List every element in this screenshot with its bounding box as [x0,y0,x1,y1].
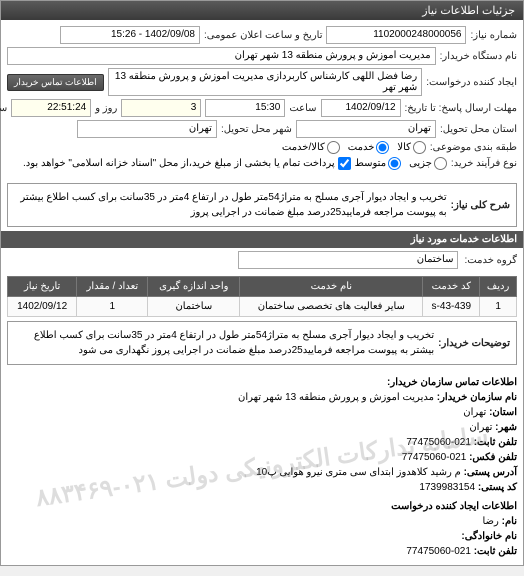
service-section-header: اطلاعات خدمات مورد نیاز [1,231,523,248]
window-title: جزئیات اطلاعات نیاز [422,4,515,17]
description-box: شرح کلی نیاز: تخریب و ایجاد دیوار آجری م… [7,183,517,227]
category-label: طبقه بندی موضوعی: [430,142,517,153]
creator-name-label: نام: [502,516,517,527]
contact-address-value: م رشید کلاهدوز ابتدای سی متری نیرو هوایی… [256,467,461,478]
process-type-label: نوع فرآیند خرید: [451,158,517,169]
contact-city-label: شهر: [495,422,517,433]
service-group-label: گروه خدمت: [464,255,517,266]
category-radio-service[interactable]: خدمت [348,141,390,154]
deadline-time-label: ساعت [289,103,316,114]
requester-field: رضا فضل اللهی کارشناس کاربردازی مدیریت ا… [108,68,423,96]
th-code: کد خدمت [423,277,480,297]
contact-fax-label: تلفن فکس: [469,452,517,463]
table-row: 1 s-43-439 سایر فعالیت های تخصصی ساختمان… [8,297,517,317]
contact-phone-line: تلفن ثابت: 021-77475060 [7,435,517,450]
contact-header: اطلاعات تماس سازمان خریدار: [7,375,517,390]
buyer-notes-label: توضیحات خریدار: [438,336,510,351]
category-radio-group: کالا خدمت کالا/خدمت [282,141,426,154]
payment-checkbox[interactable]: پرداخت تمام یا بخشی از مبلغ خرید،از محل … [23,157,351,170]
contact-fax-value: 021-77475060 [402,452,467,463]
request-number-field: 1102000248000056 [326,26,466,44]
table-header-row: ردیف کد خدمت نام خدمت واحد اندازه گیری ت… [8,277,517,297]
contact-postal-line: کد پستی: 1739983154 [7,480,517,495]
creator-phone-line: تلفن ثابت: 021-77475060 [7,544,517,559]
cell-row: 1 [480,297,517,317]
contact-address-label: آدرس پستی: [464,467,517,478]
creator-lastname-label: نام خانوادگی: [461,531,517,542]
deadline-time-field: 15:30 [205,99,285,117]
creator-header: اطلاعات ایجاد کننده درخواست [7,499,517,514]
request-number-label: شماره نیاز: [470,30,517,41]
contact-province-line: استان: تهران [7,405,517,420]
creator-phone-label: تلفن ثابت: [474,546,517,557]
deadline-label: مهلت ارسال پاسخ: تا تاریخ: [405,103,517,114]
contact-city-line: شهر: تهران [7,420,517,435]
process-radio-medium[interactable]: متوسط [355,157,401,170]
time-remaining-label: ساعت باقی مانده [0,103,7,114]
description-label: شرح کلی نیاز: [451,198,510,213]
contact-province-label: استان: [489,407,517,418]
days-label: روز و [95,103,117,114]
th-date: تاریخ نیاز [8,277,77,297]
contact-fax-line: تلفن فکس: 021-77475060 [7,450,517,465]
contact-city-value: تهران [469,422,492,433]
service-group-field: ساختمان [238,251,458,269]
delivery-city-field: تهران [77,120,217,138]
th-qty: تعداد / مقدار [77,277,148,297]
creator-name-value: رضا [482,516,498,527]
category-radio-both[interactable]: کالا/خدمت [282,141,340,154]
delivery-province-label: استان محل تحویل: [440,124,517,135]
contact-info-button[interactable]: اطلاعات تماس خریدار [7,74,104,91]
contact-address-line: آدرس پستی: م رشید کلاهدوز ابتدای سی متری… [7,465,517,480]
buyer-notes-text: تخریب و ایجاد دیوار آجری مسلح به متراژ54… [14,328,434,358]
time-remaining-field: 22:51:24 [11,99,91,117]
requester-label: ایجاد کننده درخواست: [426,77,517,88]
cell-name: سایر فعالیت های تخصصی ساختمان [240,297,423,317]
buyer-org-field: مدیریت اموزش و پرورش منطقه 13 شهر تهران [7,47,436,65]
contact-postal-value: 1739983154 [419,482,475,493]
public-date-field: 1402/09/08 - 15:26 [60,26,200,44]
contact-org-value: مدیریت اموزش و پرورش منطقه 13 شهر تهران [238,392,434,403]
th-row: ردیف [480,277,517,297]
contact-phone-label: تلفن ثابت: [474,437,517,448]
contact-postal-label: کد پستی: [478,482,517,493]
th-unit: واحد اندازه گیری [148,277,240,297]
creator-lastname-line: نام خانوادگی: [7,529,517,544]
cell-code: s-43-439 [423,297,480,317]
creator-name-line: نام: رضا [7,514,517,529]
process-radio-minor[interactable]: جزیی [409,157,447,170]
contact-phone-value: 021-77475060 [406,437,471,448]
days-remaining-field: 3 [121,99,201,117]
creator-phone-value: 021-77475060 [406,546,471,557]
titlebar: جزئیات اطلاعات نیاز [1,1,523,20]
public-date-label: تاریخ و ساعت اعلان عمومی: [204,30,323,41]
form-section: شماره نیاز: 1102000248000056 تاریخ و ساع… [1,20,523,179]
buyer-org-label: نام دستگاه خریدار: [440,51,517,62]
category-radio-goods[interactable]: کالا [397,141,426,154]
buyer-notes-box: توضیحات خریدار: تخریب و ایجاد دیوار آجری… [7,321,517,365]
deadline-date-field: 1402/09/12 [321,99,401,117]
contact-section: سامانه تدارکات الکترونیکی دولت ۰۲۱-۸۸۳۴۶… [1,369,523,565]
services-table: ردیف کد خدمت نام خدمت واحد اندازه گیری ت… [7,276,517,317]
description-text: تخریب و ایجاد دیوار آجری مسلح به متراژ54… [14,190,447,220]
contact-org-label: نام سازمان خریدار: [437,392,517,403]
delivery-province-field: تهران [296,120,436,138]
delivery-city-label: شهر محل تحویل: [221,124,292,135]
cell-qty: 1 [77,297,148,317]
cell-unit: ساختمان [148,297,240,317]
contact-province-value: تهران [463,407,486,418]
th-name: نام خدمت [240,277,423,297]
main-window: جزئیات اطلاعات نیاز شماره نیاز: 11020002… [0,0,524,566]
contact-org-line: نام سازمان خریدار: مدیریت اموزش و پرورش … [7,390,517,405]
process-radio-group: جزیی متوسط [355,157,447,170]
cell-date: 1402/09/12 [8,297,77,317]
